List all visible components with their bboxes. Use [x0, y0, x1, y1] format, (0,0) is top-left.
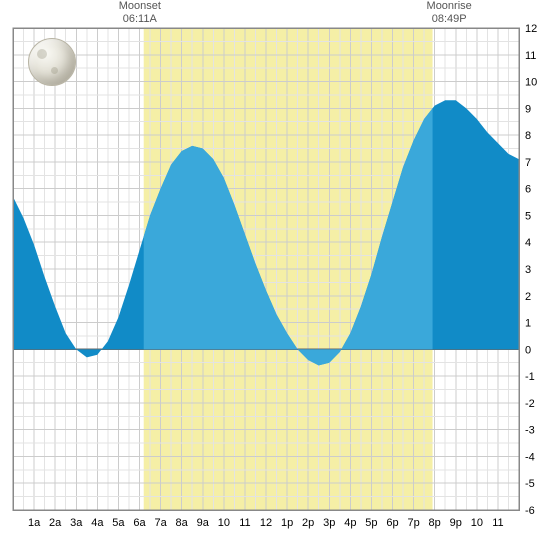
svg-text:-5: -5: [525, 478, 535, 490]
svg-text:5: 5: [525, 210, 531, 222]
svg-text:4a: 4a: [91, 517, 104, 529]
svg-text:11: 11: [525, 50, 536, 62]
svg-text:8: 8: [525, 130, 531, 142]
svg-text:-6: -6: [525, 505, 535, 517]
svg-text:-2: -2: [525, 398, 535, 410]
svg-text:10: 10: [218, 517, 230, 529]
svg-text:1p: 1p: [281, 517, 293, 529]
svg-text:2: 2: [525, 291, 531, 303]
svg-text:10: 10: [471, 517, 483, 529]
svg-text:6a: 6a: [133, 517, 146, 529]
svg-text:9: 9: [525, 103, 531, 115]
svg-text:3: 3: [525, 264, 531, 276]
svg-text:11: 11: [239, 517, 250, 529]
svg-text:9a: 9a: [197, 517, 210, 529]
svg-text:11: 11: [492, 517, 503, 529]
svg-text:2p: 2p: [302, 517, 314, 529]
svg-text:12: 12: [260, 517, 272, 529]
moonset-annotation: Moonset 06:11A: [119, 0, 161, 26]
tide-chart-svg: 1a2a3a4a5a6a7a8a9a1011121p2p3p4p5p6p7p8p…: [0, 0, 550, 550]
svg-text:8a: 8a: [176, 517, 189, 529]
svg-text:-4: -4: [525, 451, 535, 463]
svg-text:12: 12: [525, 23, 537, 35]
moonset-label: Moonset: [119, 0, 161, 13]
svg-text:7p: 7p: [407, 517, 419, 529]
svg-text:7a: 7a: [154, 517, 167, 529]
svg-text:1a: 1a: [28, 517, 41, 529]
tide-chart: 1a2a3a4a5a6a7a8a9a1011121p2p3p4p5p6p7p8p…: [0, 0, 550, 550]
svg-text:3p: 3p: [323, 517, 335, 529]
svg-text:1: 1: [525, 318, 531, 330]
svg-text:3a: 3a: [70, 517, 83, 529]
svg-text:6: 6: [525, 184, 531, 196]
moonset-time: 06:11A: [119, 13, 161, 26]
svg-text:-1: -1: [525, 371, 535, 383]
svg-text:0: 0: [525, 344, 531, 356]
svg-text:10: 10: [525, 77, 537, 89]
svg-text:2a: 2a: [49, 517, 62, 529]
svg-text:5p: 5p: [365, 517, 377, 529]
moon-phase-icon: [28, 38, 76, 86]
svg-text:7: 7: [525, 157, 531, 169]
moonrise-time: 08:49P: [427, 13, 472, 26]
moonrise-label: Moonrise: [427, 0, 472, 13]
svg-text:6p: 6p: [386, 517, 398, 529]
svg-text:-3: -3: [525, 425, 535, 437]
moonrise-annotation: Moonrise 08:49P: [427, 0, 472, 26]
svg-text:5a: 5a: [112, 517, 125, 529]
svg-text:4: 4: [525, 237, 531, 249]
svg-text:8p: 8p: [429, 517, 441, 529]
svg-text:9p: 9p: [450, 517, 462, 529]
svg-text:4p: 4p: [344, 517, 356, 529]
